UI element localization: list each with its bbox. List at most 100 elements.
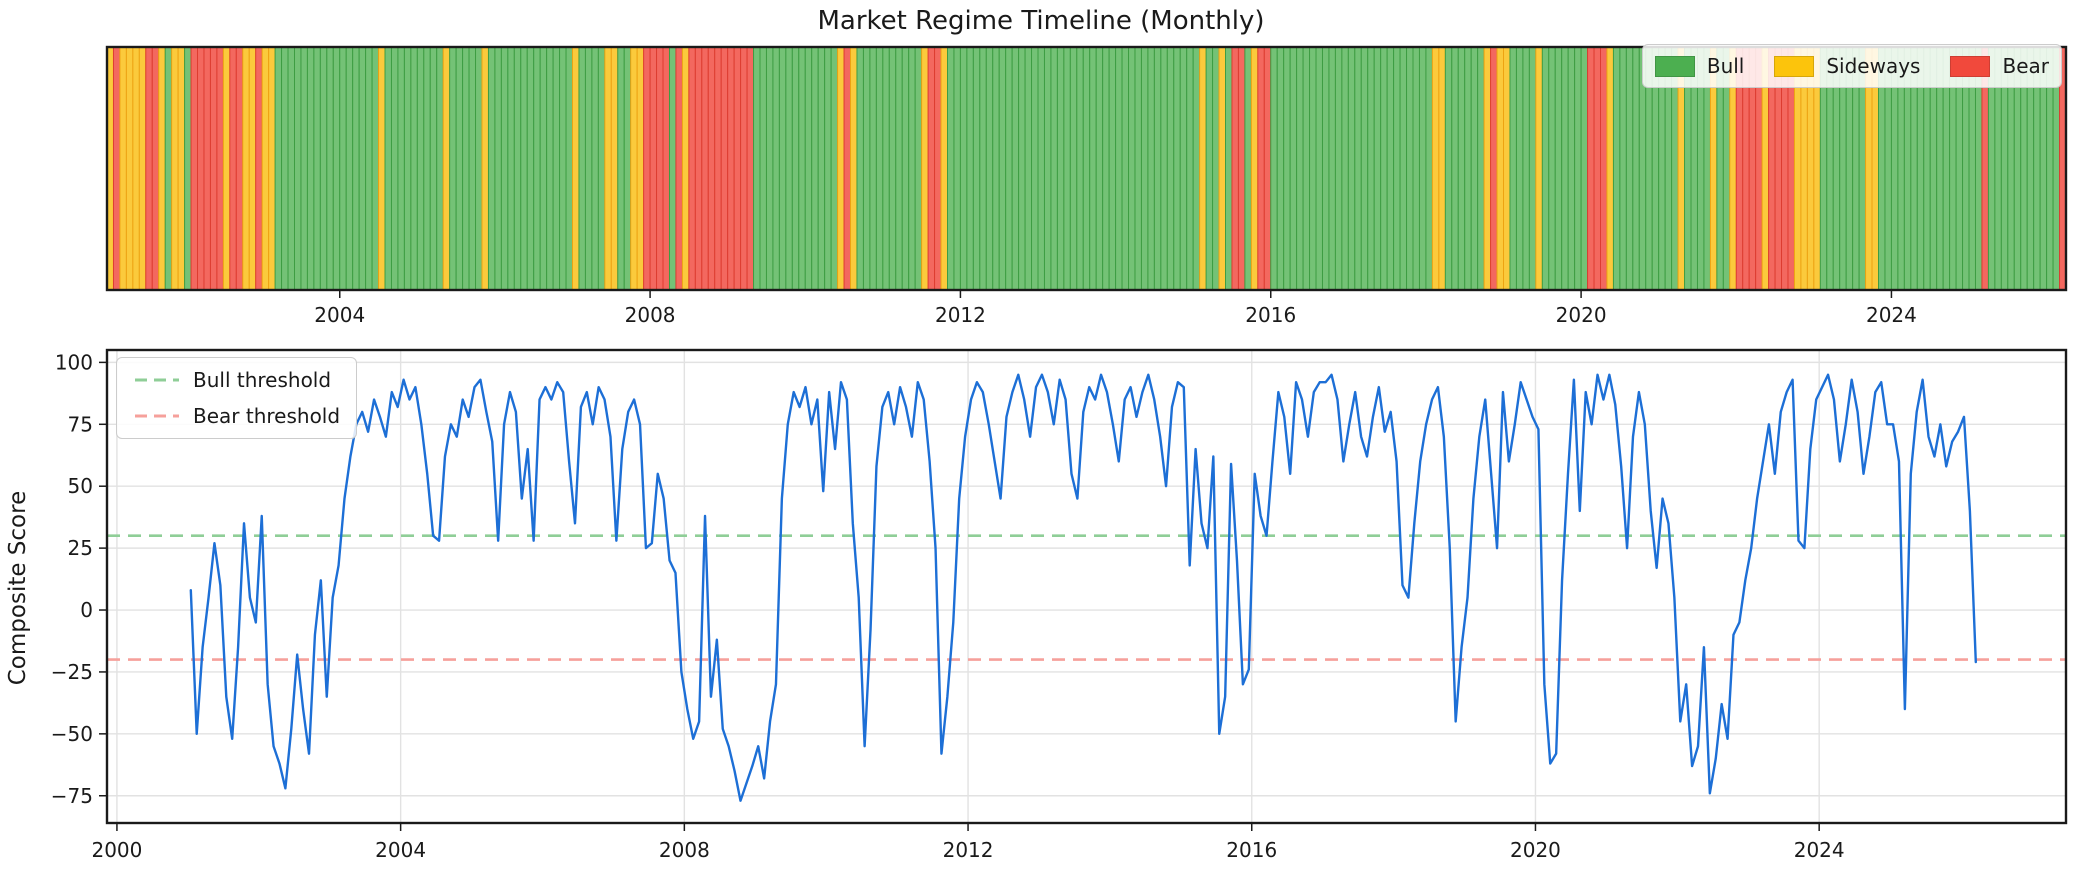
regime-bar-sideways — [850, 46, 858, 291]
regime-bar-sideways — [1218, 46, 1227, 291]
regime-bar-bull — [507, 46, 515, 291]
regime-bar-bull — [416, 46, 425, 291]
regime-bar-bull — [552, 46, 561, 291]
legend-bull-threshold-label: Bull threshold — [193, 368, 332, 392]
regime-bar-bull — [856, 46, 864, 291]
regime-bar-bear — [1587, 46, 1595, 291]
regime-bar-bear — [746, 46, 755, 291]
regime-bar-sideways — [1438, 46, 1446, 291]
regime-bar-bull — [623, 46, 632, 291]
regime-legend[interactable]: Bull Sideways Bear — [1641, 44, 2062, 88]
regime-bar-bull — [1043, 46, 1052, 291]
regime-bar-bull — [1011, 46, 1020, 291]
bear-swatch-icon — [1950, 55, 1991, 77]
regime-bar-bull — [1574, 46, 1582, 291]
legend-sideways-label: Sideways — [1826, 54, 1921, 78]
legend-item-bull-threshold[interactable]: Bull threshold — [133, 368, 340, 392]
regime-bar-bear — [235, 46, 244, 291]
regime-bar-bull — [1186, 46, 1194, 291]
regime-bar-bull — [429, 46, 438, 291]
regime-bar-sideways — [1431, 46, 1440, 291]
regime-bar-bull — [901, 46, 910, 291]
regime-bar-bull — [1024, 46, 1033, 291]
regime-bar-sideways — [1606, 46, 1614, 291]
regime-bar-bull — [1115, 46, 1123, 291]
regime-bar-bull — [914, 46, 923, 291]
regime-bar-bull — [1522, 46, 1530, 291]
regime-bar-sideways — [125, 46, 134, 291]
regime-bar-bear — [688, 46, 696, 291]
regime-bar-bull — [300, 46, 308, 291]
regime-bar-bull — [1031, 46, 1039, 291]
regime-bar-bear — [203, 46, 211, 291]
regime-bar-bull — [384, 46, 392, 291]
x-tick-label: 2016 — [1226, 838, 1277, 862]
regime-bar-bull — [1567, 46, 1576, 291]
regime-bar-bull — [468, 46, 477, 291]
regime-bar-bull — [830, 46, 839, 291]
regime-bar-bull — [436, 46, 444, 291]
x-tick-label: 2024 — [1866, 303, 1917, 327]
regime-bar-bull — [1192, 46, 1201, 291]
regime-bar-bull — [1509, 46, 1517, 291]
regime-bar-bear — [255, 46, 263, 291]
y-tick-label: −50 — [51, 722, 93, 746]
top-plot-border — [105, 45, 2068, 292]
legend-item-bear-threshold[interactable]: Bear threshold — [133, 404, 340, 428]
regime-bar-bull — [1205, 46, 1214, 291]
regime-bar-bull — [1425, 46, 1433, 291]
x-tick-label: 2004 — [314, 303, 365, 327]
regime-bar-bull — [410, 46, 418, 291]
regime-bar-bull — [1160, 46, 1168, 291]
regime-bar-bear — [707, 46, 716, 291]
regime-bar-bull — [1289, 46, 1298, 291]
regime-bar-bull — [1444, 46, 1453, 291]
regime-bar-bull — [979, 46, 987, 291]
regime-bar-bull — [1328, 46, 1336, 291]
x-tick-label: 2008 — [659, 838, 710, 862]
regime-bar-bull — [449, 46, 457, 291]
regime-bar-bull — [1412, 46, 1420, 291]
regime-bar-sideways — [171, 46, 179, 291]
figure-title: Market Regime Timeline (Monthly) — [817, 6, 1265, 36]
regime-bar-sideways — [1503, 46, 1511, 291]
legend-item-bull[interactable]: Bull — [1654, 54, 1744, 78]
regime-bar-bear — [112, 46, 121, 291]
regime-bar-bull — [546, 46, 554, 291]
regime-bar-sideways — [610, 46, 619, 291]
regime-bar-bull — [1134, 46, 1142, 291]
regime-bar-bull — [1276, 46, 1285, 291]
regime-bar-bull — [1380, 46, 1388, 291]
regime-bar-bull — [882, 46, 890, 291]
regime-bar-bull — [500, 46, 509, 291]
regime-bar-bull — [992, 46, 1000, 291]
regime-bar-bull — [365, 46, 373, 291]
regime-bar-bull — [1140, 46, 1149, 291]
regime-bar-bull — [1179, 46, 1188, 291]
regime-bar-bear — [1593, 46, 1602, 291]
regime-bar-bull — [1561, 46, 1569, 291]
regime-bar-sideways — [268, 46, 276, 291]
regime-bar-bull — [1612, 46, 1621, 291]
regime-bar-bull — [339, 46, 347, 291]
regime-bar-bull — [1147, 46, 1155, 291]
threshold-legend[interactable]: Bull threshold Bear threshold — [116, 357, 358, 439]
regime-bar-bull — [1037, 46, 1045, 291]
regime-bar-bull — [1632, 46, 1640, 291]
legend-item-sideways[interactable]: Sideways — [1774, 54, 1920, 78]
regime-bar-bull — [352, 46, 360, 291]
regime-bar-bull — [274, 46, 283, 291]
regime-bar-bull — [953, 46, 961, 291]
regime-bar-bull — [1076, 46, 1084, 291]
regime-bar-bull — [306, 46, 315, 291]
regime-bar-bull — [164, 46, 173, 291]
regime-bar-bull — [1515, 46, 1524, 291]
regime-bar-bull — [520, 46, 528, 291]
regime-bar-sideways — [1199, 46, 1207, 291]
regime-bar-bull — [1309, 46, 1317, 291]
regime-bar-bull — [1334, 46, 1343, 291]
regime-bar-bull — [1082, 46, 1091, 291]
legend-item-bear[interactable]: Bear — [1950, 54, 2049, 78]
